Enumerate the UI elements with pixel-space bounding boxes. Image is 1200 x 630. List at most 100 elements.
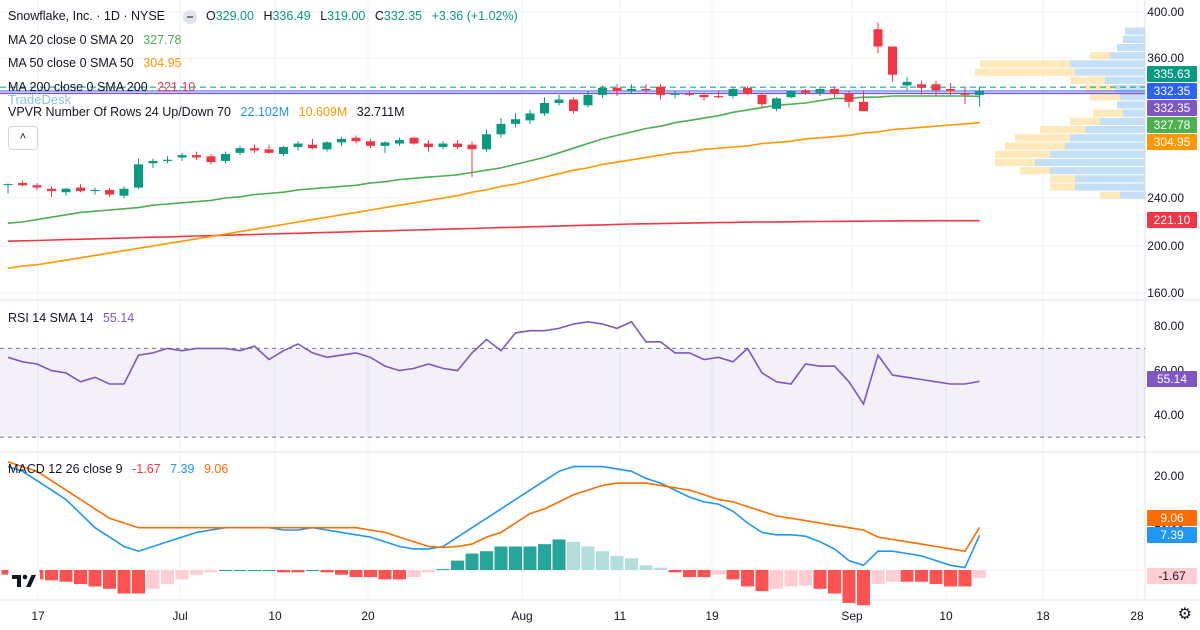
volume-profile-down-bar — [1050, 150, 1145, 158]
vpvr-up: 22.102M — [240, 105, 290, 119]
macd-histogram-bar — [755, 570, 769, 592]
candle-body — [511, 119, 520, 124]
volume-profile-down-bar — [1050, 167, 1145, 175]
macd-line — [7, 465, 981, 569]
high-value: 336.49 — [272, 9, 311, 23]
macd-histogram-bar — [88, 570, 102, 587]
change-value: +3.36 (+1.02%) — [431, 9, 518, 23]
macd-histogram-bar — [480, 551, 493, 570]
candle-body — [119, 188, 129, 196]
candle-body — [931, 84, 941, 91]
macd-histogram-bar — [219, 570, 232, 571]
macd-histogram-bar — [335, 570, 348, 575]
ma20-value: 327.78 — [143, 33, 182, 47]
volume-profile-up-bar — [1070, 117, 1100, 125]
price-badge — [1147, 100, 1197, 116]
candle-body — [728, 89, 738, 97]
candle-body — [540, 102, 549, 114]
candle-body — [786, 91, 796, 98]
volume-profile-down-bar — [1065, 142, 1145, 150]
time-axis-tick: 20 — [361, 609, 375, 623]
macd-hist-value: -1.67 — [132, 462, 161, 476]
time-axis-tick: Jul — [172, 609, 187, 623]
candle-body — [569, 99, 578, 112]
ma20-legend[interactable]: MA 20 close 0 SMA 20 327.78 — [8, 32, 187, 48]
price-badge — [1147, 117, 1197, 133]
price-badge-text: 332.35 — [1154, 84, 1191, 98]
volume-profile-down-bar — [1110, 52, 1145, 60]
candle-body — [554, 99, 564, 103]
volume-profile-up-bar — [1093, 109, 1123, 117]
macd-badge-text: 7.39 — [1160, 528, 1184, 542]
macd-histogram-bar — [581, 546, 595, 570]
macd-histogram-bar — [958, 570, 972, 587]
tradingview-logo[interactable] — [8, 568, 40, 592]
macd-histogram-bar — [451, 560, 464, 570]
symbol-title[interactable]: Snowflake, Inc. · 1D · NYSE — [8, 9, 166, 23]
ma50-legend[interactable]: MA 50 close 0 SMA 50 304.95 — [8, 55, 187, 71]
time-axis-tick: Aug — [511, 609, 532, 623]
candle-body — [482, 134, 491, 150]
macd-legend[interactable]: MACD 12 26 close 9 -1.67 7.39 9.06 — [8, 461, 234, 477]
time-axis-tick: 10 — [268, 609, 282, 623]
macd-histogram-bar — [378, 570, 392, 580]
volume-profile-down-bar — [1100, 117, 1145, 125]
rsi-value: 55.14 — [102, 311, 135, 325]
macd-histogram-bar — [596, 551, 609, 570]
macd-histogram-bar — [842, 570, 856, 603]
volume-profile-up-bar — [1100, 191, 1120, 199]
candle-body — [583, 94, 593, 106]
macd-histogram-bar — [204, 570, 218, 573]
price-badge-text: 335.63 — [1154, 67, 1191, 81]
candle-body — [685, 93, 694, 95]
candle-body — [453, 143, 462, 148]
macd-label: MACD 12 26 close 9 — [8, 462, 123, 476]
time-axis-tick: Sep — [841, 609, 863, 623]
candle-body — [467, 144, 477, 150]
macd-histogram-bar — [132, 570, 145, 594]
candle-body — [757, 94, 767, 105]
macd-histogram-bar — [697, 570, 711, 578]
ma200-label: MA 200 close 0 SMA 200 — [8, 80, 148, 94]
volume-profile-down-bar — [1123, 109, 1145, 117]
macd-histogram-bar — [103, 570, 116, 589]
candle-body — [830, 89, 839, 94]
collapse-legend-button[interactable]: ˄ — [8, 126, 38, 150]
macd-histogram-bar — [320, 570, 334, 573]
candle-body — [801, 90, 810, 93]
candle-body — [148, 160, 158, 164]
close-value: 332.35 — [383, 9, 423, 23]
candle-body — [32, 185, 42, 188]
price-badge — [1147, 134, 1197, 150]
vpvr-legend[interactable]: VPVR Number Of Rows 24 Up/Down 70 22.102… — [8, 104, 411, 120]
rsi-legend[interactable]: RSI 14 SMA 14 55.14 — [8, 310, 140, 326]
candle-body — [743, 87, 752, 94]
macd-histogram-bar — [799, 570, 812, 586]
eye-icon[interactable] — [182, 9, 197, 24]
volume-profile-down-bar — [1105, 76, 1145, 84]
volume-profile-up-bar — [1090, 93, 1120, 101]
rsi-axis-tick: 80.00 — [1154, 319, 1184, 333]
candle-body — [105, 189, 114, 195]
candle-body — [844, 93, 854, 102]
price-axis-tick: 160.00 — [1147, 286, 1184, 300]
macd-histogram-bar — [161, 570, 174, 585]
macd-histogram-bar — [929, 570, 943, 585]
volume-profile-down-bar — [1117, 101, 1145, 109]
vpvr-label: VPVR Number Of Rows 24 Up/Down 70 — [8, 105, 232, 119]
time-axis-tick: 11 — [614, 609, 627, 623]
chevron-up-icon: ˄ — [19, 131, 27, 143]
gear-icon[interactable]: ⚙ — [1177, 606, 1192, 623]
candle-body — [409, 137, 419, 144]
watermark: TradeDesk — [8, 92, 72, 107]
macd-histogram-bar — [712, 570, 725, 575]
time-axis-tick: 17 — [31, 609, 45, 623]
ma200-legend[interactable]: MA 200 close 0 SMA 200 221.10 — [8, 79, 201, 95]
macd-histogram-bar — [683, 570, 696, 578]
macd-histogram-bar — [146, 570, 160, 589]
symbol-legend: Snowflake, Inc. · 1D · NYSE O329.00 H336… — [8, 8, 524, 24]
candle-body — [598, 87, 607, 95]
rsi-badge — [1147, 371, 1197, 387]
macd-histogram-bar — [262, 570, 276, 571]
